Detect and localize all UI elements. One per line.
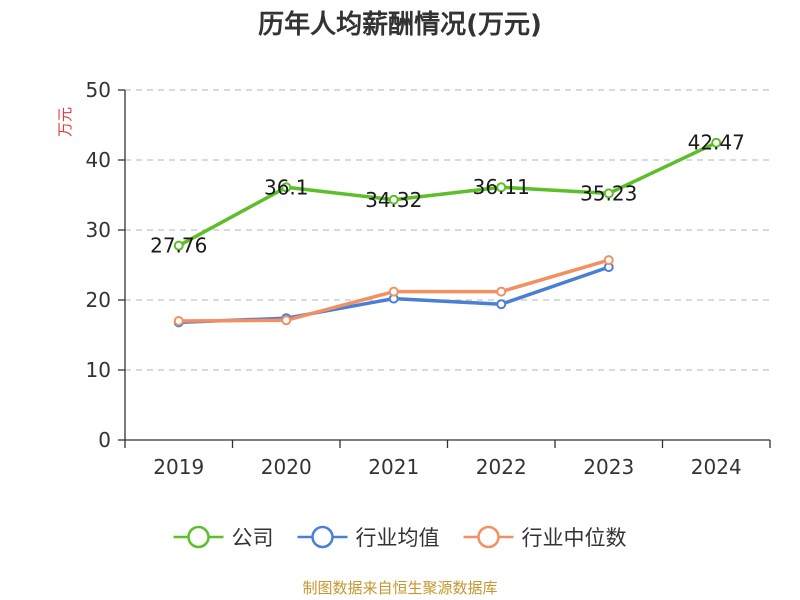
x-tick-label: 2020	[261, 455, 312, 479]
data-point[interactable]	[496, 299, 507, 310]
data-point[interactable]	[173, 240, 184, 251]
chart-title: 历年人均薪酬情况(万元)	[258, 9, 542, 40]
legend-label: 公司	[232, 526, 274, 550]
data-point[interactable]	[388, 194, 399, 205]
data-label: 36.11	[473, 175, 530, 199]
legend-label: 行业均值	[356, 526, 440, 550]
data-label: 27.76	[150, 234, 207, 258]
y-tick-label: 0	[98, 428, 111, 452]
legend-item-0[interactable]: 公司	[173, 525, 274, 550]
legend[interactable]: 公司 行业均值 行业中位数	[173, 525, 627, 550]
data-point[interactable]	[173, 316, 184, 326]
data-point[interactable]	[281, 182, 292, 193]
series-lines	[173, 137, 722, 328]
data-label: 36.1	[264, 175, 309, 199]
legend-symbol-marker	[187, 525, 210, 549]
legend-item-2[interactable]: 行业中位数	[463, 525, 627, 550]
y-tick-label: 30	[86, 218, 111, 242]
y-tick-label: 10	[86, 358, 111, 382]
data-label: 35.23	[580, 181, 637, 205]
data-point[interactable]	[496, 182, 507, 193]
data-label: 34.32	[365, 188, 422, 212]
axes: 0 10 20 30 40 50 2019 2020 2021 2022 2023 2024	[86, 78, 771, 479]
data-point[interactable]	[281, 315, 292, 326]
data-labels: 27.76 36.1 34.32 36.11 35.23 42.47	[150, 131, 745, 258]
x-tick-label: 2024	[691, 455, 742, 479]
x-tick-label: 2021	[368, 455, 419, 479]
y-tick-label: 50	[86, 78, 111, 102]
data-point[interactable]	[496, 286, 507, 297]
legend-symbol-marker	[477, 525, 500, 549]
series-line-0	[177, 140, 718, 248]
grid-lines	[125, 89, 770, 371]
data-point[interactable]	[603, 188, 614, 199]
source-note: 制图数据来自恒生聚源数据库	[302, 579, 497, 597]
legend-symbol-marker	[311, 525, 334, 549]
y-axis-label: 万元	[56, 107, 74, 137]
x-tick-label: 2023	[583, 455, 634, 479]
data-label: 42.47	[688, 131, 745, 155]
data-point[interactable]	[603, 255, 614, 266]
data-point[interactable]	[388, 286, 399, 297]
legend-item-1[interactable]: 行业均值	[297, 525, 440, 550]
data-point[interactable]	[711, 137, 722, 148]
y-tick-label: 40	[86, 148, 111, 172]
y-tick-label: 20	[86, 288, 111, 312]
x-tick-label: 2022	[476, 455, 527, 479]
x-tick-label: 2019	[153, 455, 204, 479]
legend-label: 行业中位数	[522, 526, 627, 550]
